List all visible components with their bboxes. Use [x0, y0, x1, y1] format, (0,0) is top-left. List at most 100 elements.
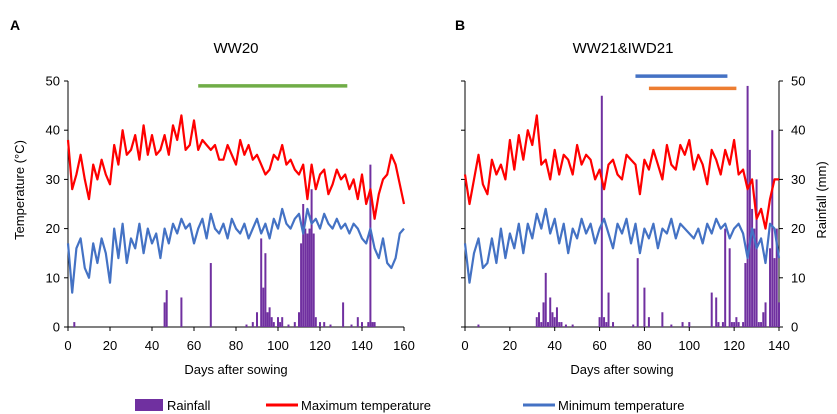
- rainfall-bar: [549, 297, 552, 327]
- rainfall-bar: [367, 322, 370, 327]
- legend-label-max-temp: Maximum temperature: [301, 398, 431, 413]
- rainfall-bar: [369, 164, 372, 327]
- rainfall-bar: [724, 228, 727, 327]
- x-tick-label: 0: [64, 338, 71, 353]
- rainfall-bar: [281, 317, 284, 327]
- rainfall-bar: [272, 322, 275, 327]
- rainfall-bar: [600, 95, 603, 327]
- rainfall-bar: [681, 322, 684, 327]
- x-tick-label: 40: [145, 338, 159, 353]
- rainfall-bar: [661, 312, 664, 327]
- x-tick-label: 20: [103, 338, 117, 353]
- legend-label-rainfall: Rainfall: [167, 398, 210, 413]
- rainfall-bar: [245, 324, 248, 327]
- rainfall-bar: [268, 307, 271, 327]
- rainfall-bar: [755, 179, 758, 327]
- x-tick-label: 160: [393, 338, 415, 353]
- rainfall-bar: [560, 322, 563, 327]
- x-tick-label: 140: [351, 338, 373, 353]
- rainfall-bar: [603, 317, 606, 327]
- rainfall-bar: [371, 322, 374, 327]
- rainfall-bar: [350, 324, 353, 327]
- rainfall-bar: [323, 322, 326, 327]
- rainfall-bar: [546, 322, 549, 327]
- rainfall-bar: [306, 233, 309, 327]
- rainfall-bar: [266, 312, 269, 327]
- rainfall-bar: [688, 322, 691, 327]
- x-tick-label: 60: [187, 338, 201, 353]
- rainfall-bar: [542, 302, 545, 327]
- rainfall-bar: [312, 233, 315, 327]
- title-panel-b: WW21&IWD21: [573, 40, 674, 57]
- legend-swatch-rainfall: [135, 399, 163, 411]
- rainfall-bar: [314, 317, 317, 327]
- x-tick-label: 140: [768, 338, 790, 353]
- y-tick-label: 0: [53, 320, 60, 335]
- rainfall-bar: [180, 297, 183, 327]
- rainfall-bar: [264, 253, 267, 327]
- rainfall-bar: [540, 322, 543, 327]
- max-temp-line: [463, 114, 779, 230]
- x-tick-label: 80: [229, 338, 243, 353]
- rainfall-bar: [256, 312, 258, 327]
- legend-label-min-temp: Minimum temperature: [558, 398, 684, 413]
- plot-area-panel-b: 0 10 20 30 40 50 0 20 40 60 80 100 120 140: [461, 74, 805, 353]
- rainfall-bar: [764, 302, 767, 327]
- rainfall-bar: [302, 204, 305, 327]
- rainfall-bar: [769, 248, 772, 327]
- x-tick-label: 80: [637, 338, 651, 353]
- title-panel-a: WW20: [214, 40, 259, 57]
- x-tick-label: 0: [461, 338, 468, 353]
- rainfall-bar: [733, 322, 736, 327]
- y-tick-label-right: 0: [791, 320, 798, 335]
- rainfall-bar: [319, 322, 321, 327]
- x-tick-label: 20: [503, 338, 517, 353]
- rainfall-bar: [730, 322, 733, 327]
- rainfall-bar: [538, 312, 541, 327]
- rainfall-bar: [73, 322, 76, 327]
- rainfall-bar: [728, 248, 731, 327]
- y-axis-label-right: Rainfall (mm): [814, 161, 829, 238]
- max-temp-line: [66, 114, 406, 220]
- x-tick-label: 100: [678, 338, 700, 353]
- rainfall-bar: [775, 228, 778, 327]
- rainfall-bar: [742, 322, 745, 327]
- rainfall-bar: [737, 322, 740, 327]
- rainfall-bar: [356, 317, 359, 327]
- rainfall-bar: [605, 322, 608, 327]
- y-tick-label-right: 20: [791, 221, 805, 236]
- rainfall-bar: [373, 322, 376, 327]
- x-tick-label: 120: [723, 338, 745, 353]
- rainfall-bar: [535, 317, 538, 327]
- y-tick-label-right: 10: [791, 270, 805, 285]
- rainfall-bar: [771, 130, 774, 327]
- rainfall-bar: [277, 317, 279, 327]
- rainfall-bar: [778, 302, 780, 327]
- rainfall-bar: [558, 322, 561, 327]
- y-tick-label-right: 40: [791, 123, 805, 138]
- rainfall-bar: [300, 243, 303, 327]
- rainfall-bar: [342, 302, 345, 327]
- y-tick-label: 10: [46, 270, 60, 285]
- rainfall-bar: [721, 322, 724, 327]
- rainfall-bar: [710, 292, 713, 327]
- rainfall-bar: [670, 324, 673, 327]
- rainfall-bar: [270, 317, 273, 327]
- panel-label-a: A: [10, 17, 20, 33]
- rainfall-bar: [209, 263, 212, 327]
- rainfall-bar: [744, 263, 747, 327]
- rainfall-bar: [293, 322, 296, 327]
- rainfall-bar: [715, 297, 718, 327]
- x-tick-label: 100: [267, 338, 289, 353]
- y-tick-label: 20: [46, 221, 60, 236]
- y-tick-label-right: 30: [791, 172, 805, 187]
- panel-label-b: B: [455, 17, 465, 33]
- x-axis-label-panel-b: Days after sowing: [570, 362, 673, 377]
- rainfall-bar: [165, 290, 168, 327]
- rainfall-bar: [553, 317, 556, 327]
- rainfall-bar: [329, 324, 332, 327]
- rainfall-bar: [477, 324, 480, 327]
- rainfall-bar: [298, 312, 300, 327]
- y-tick-label: 40: [46, 123, 60, 138]
- rainfall-bar: [361, 322, 363, 327]
